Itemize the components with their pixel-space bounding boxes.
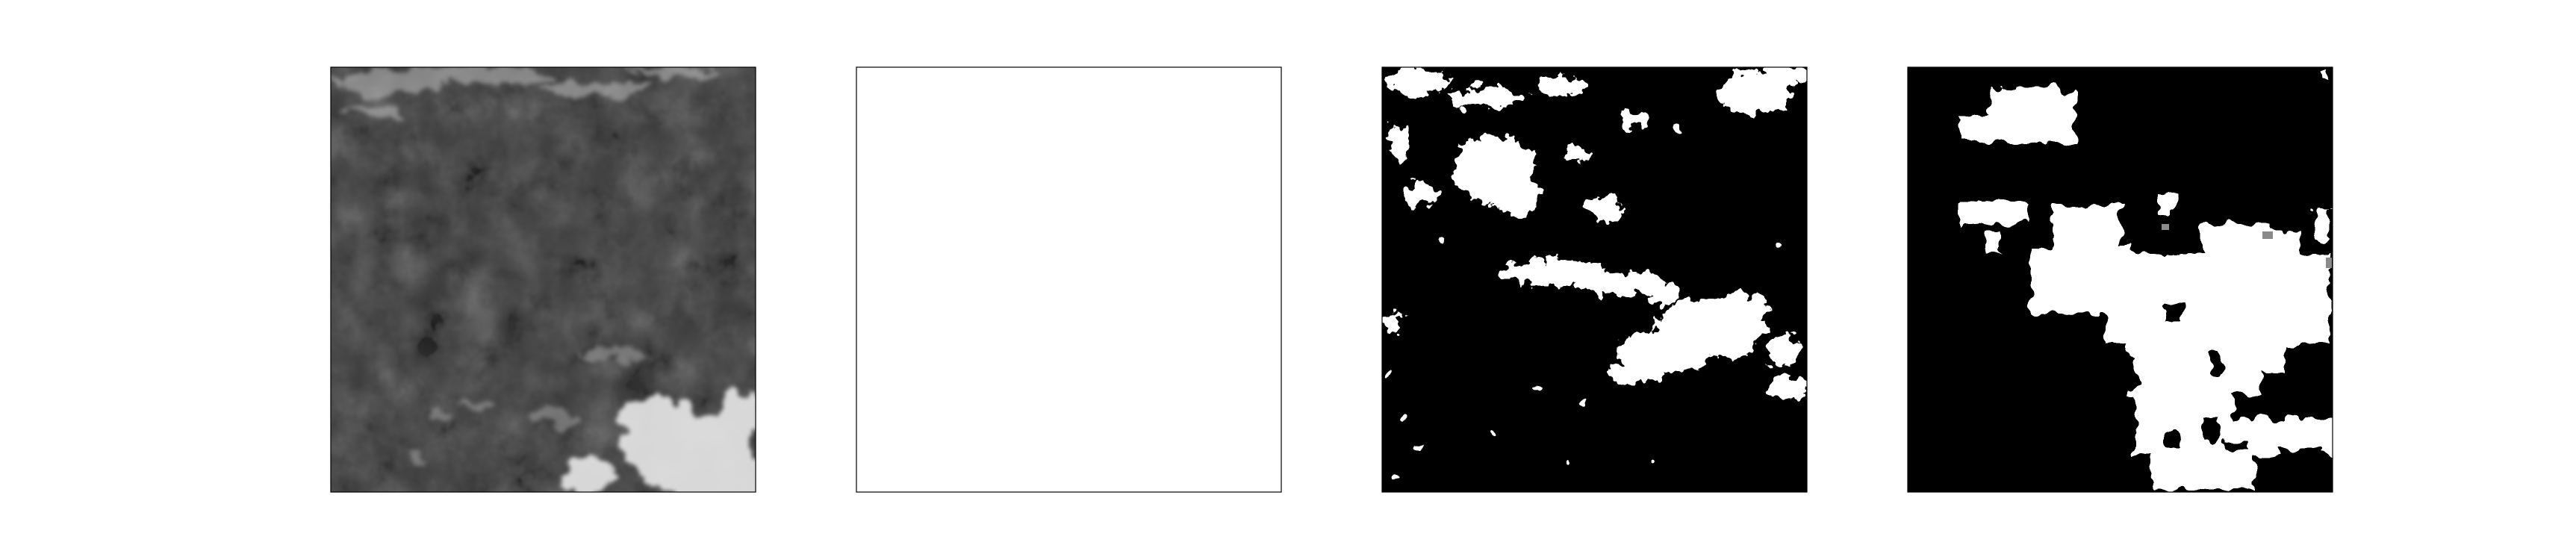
unet-axes-frame: [1907, 66, 2333, 493]
pretrained-image: [1382, 67, 1807, 492]
panel-input: [330, 66, 756, 493]
panel-pretrained: [1381, 66, 1808, 493]
target-image: [856, 67, 1281, 492]
input-axes-frame: [330, 66, 756, 493]
unet-image: [1908, 67, 2333, 492]
input-image: [331, 67, 756, 492]
panel-unet: [1907, 66, 2333, 493]
pretrained-axes-frame: [1381, 66, 1808, 493]
panel-target: [856, 66, 1282, 493]
target-axes-frame: [856, 66, 1282, 493]
